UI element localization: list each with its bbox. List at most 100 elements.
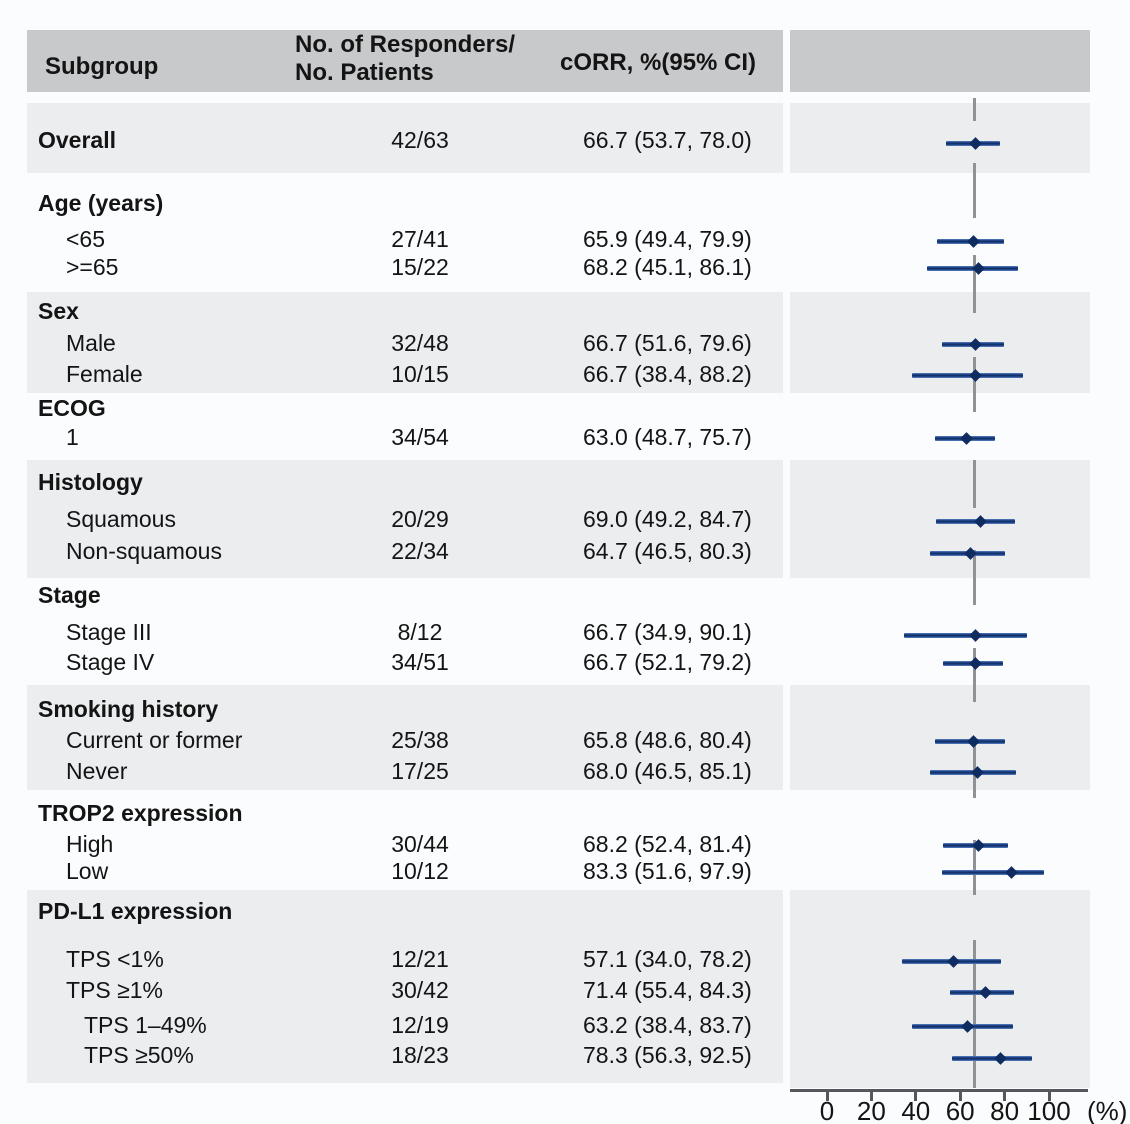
- x-axis-tick-label: 60: [945, 1096, 975, 1124]
- row-label: High: [66, 831, 114, 857]
- row-male: Male 32/48 66.7 (51.6, 79.6): [0, 330, 790, 357]
- row-overall: Overall 42/63 66.7 (53.7, 78.0): [0, 127, 790, 154]
- row-label: Stage III: [66, 619, 152, 645]
- row-current-former: Current or former 25/38 65.8 (48.6, 80.4…: [0, 727, 790, 754]
- row-trop2-high: High 30/44 68.2 (52.4, 81.4): [0, 831, 790, 858]
- row-squamous: Squamous 20/29 69.0 (49.2, 84.7): [0, 506, 790, 533]
- row-label: Age (years): [38, 190, 164, 216]
- row-label: 1: [66, 424, 79, 450]
- row-corr: 78.3 (56.3, 92.5): [583, 1042, 752, 1068]
- row-corr: 66.7 (52.1, 79.2): [583, 649, 752, 675]
- row-ratio: 30/42: [391, 977, 449, 1003]
- ci-line: [904, 632, 1027, 638]
- band-sex: [27, 292, 783, 393]
- row-never: Never 17/25 68.0 (46.5, 85.1): [0, 758, 790, 785]
- row-label: PD-L1 expression: [38, 898, 233, 924]
- row-corr: 68.0 (46.5, 85.1): [583, 758, 752, 784]
- row-stage-header: Stage: [0, 582, 790, 609]
- row-corr: 66.7 (38.4, 88.2): [583, 361, 752, 387]
- row-corr: 63.2 (38.4, 83.7): [583, 1012, 752, 1038]
- column-header-subgroup: Subgroup: [45, 53, 159, 80]
- row-label: TROP2 expression: [38, 800, 243, 826]
- row-tps-ge1: TPS ≥1% 30/42 71.4 (55.4, 84.3): [0, 977, 790, 1004]
- row-ratio: 12/21: [391, 946, 449, 972]
- reference-line-segment: [972, 98, 976, 121]
- ci-line: [941, 869, 1045, 875]
- row-label: TPS ≥1%: [66, 977, 163, 1003]
- x-axis-tick-label: 20: [856, 1096, 886, 1124]
- row-label: Male: [66, 330, 116, 356]
- row-female: Female 10/15 66.7 (38.4, 88.2): [0, 361, 790, 388]
- row-label: Stage IV: [66, 649, 155, 675]
- row-ratio: 18/23: [391, 1042, 449, 1068]
- row-ratio: 25/38: [391, 727, 449, 753]
- band-smoking: [27, 685, 783, 790]
- x-axis-tick-label: 0: [819, 1096, 835, 1124]
- column-header-corr: cORR, %(95% CI): [560, 49, 757, 76]
- band-histology: [27, 460, 783, 578]
- row-pdl1-header: PD-L1 expression: [0, 898, 790, 925]
- point-estimate-marker: [960, 431, 974, 445]
- row-corr: 57.1 (34.0, 78.2): [583, 946, 752, 972]
- row-ratio: 8/12: [397, 619, 443, 645]
- row-label: Sex: [38, 298, 79, 324]
- row-trop2-low: Low 10/12 83.3 (51.6, 97.9): [0, 858, 790, 885]
- row-corr: 83.3 (51.6, 97.9): [583, 858, 752, 884]
- point-estimate-marker: [968, 656, 982, 670]
- row-corr: 65.8 (48.6, 80.4): [583, 727, 752, 753]
- row-corr: 71.4 (55.4, 84.3): [583, 977, 752, 1003]
- row-label: TPS <1%: [66, 946, 164, 972]
- row-ratio: 17/25: [391, 758, 449, 784]
- x-axis-tick: [825, 1092, 829, 1101]
- row-ecog-1: 1 34/54 63.0 (48.7, 75.7): [0, 424, 790, 451]
- row-label: Stage: [38, 582, 101, 608]
- x-axis-tick-label: 100: [1027, 1096, 1071, 1124]
- x-axis-tick: [914, 1092, 918, 1101]
- row-label: TPS ≥50%: [84, 1042, 194, 1068]
- reference-line-segment: [972, 460, 976, 508]
- x-axis-line: [790, 1089, 1088, 1092]
- row-ratio: 10/15: [391, 361, 449, 387]
- row-label: <65: [66, 226, 106, 252]
- x-axis-tick: [1003, 1092, 1007, 1101]
- row-age-header: Age (years): [0, 190, 790, 217]
- point-estimate-marker: [966, 234, 980, 248]
- header-band-table: [27, 30, 783, 92]
- x-axis-tick-label: 80: [990, 1096, 1020, 1124]
- row-corr: 69.0 (49.2, 84.7): [583, 506, 752, 532]
- row-ecog-header: ECOG: [0, 395, 790, 422]
- band-pdl1: [27, 890, 783, 1083]
- reference-line-segment: [972, 940, 976, 1088]
- row-label: Overall: [38, 127, 116, 153]
- reference-line-segment: [972, 163, 976, 218]
- row-ratio: 32/48: [391, 330, 449, 356]
- row-label: Squamous: [66, 506, 176, 532]
- column-header-responders-line2: No. Patients: [295, 59, 434, 86]
- row-stage-iv: Stage IV 34/51 66.7 (52.1, 79.2): [0, 649, 790, 676]
- x-axis-unit-label: (%): [1087, 1096, 1128, 1124]
- row-ratio: 12/19: [391, 1012, 449, 1038]
- x-axis-tick-label: 40: [901, 1096, 931, 1124]
- row-ratio: 27/41: [391, 226, 449, 252]
- row-corr: 63.0 (48.7, 75.7): [583, 424, 752, 450]
- row-ratio: 34/51: [391, 649, 449, 675]
- row-label: Never: [66, 758, 128, 784]
- row-corr: 68.2 (45.1, 86.1): [583, 254, 752, 280]
- row-label: Smoking history: [38, 696, 219, 722]
- row-label: Low: [66, 858, 109, 884]
- row-label: Current or former: [66, 727, 243, 753]
- row-label: Histology: [38, 469, 143, 495]
- reference-line-segment: [972, 648, 976, 702]
- row-sex-header: Sex: [0, 298, 790, 325]
- row-ratio: 34/54: [391, 424, 449, 450]
- row-label: >=65: [66, 254, 119, 280]
- reference-line-segment: [972, 255, 976, 313]
- band-overall: [27, 103, 783, 173]
- row-corr: 68.2 (52.4, 81.4): [583, 831, 752, 857]
- row-smoking-header: Smoking history: [0, 696, 790, 723]
- ci-line: [912, 372, 1023, 378]
- row-ratio: 20/29: [391, 506, 449, 532]
- band-overall-plot: [790, 103, 1090, 173]
- row-histology-header: Histology: [0, 469, 790, 496]
